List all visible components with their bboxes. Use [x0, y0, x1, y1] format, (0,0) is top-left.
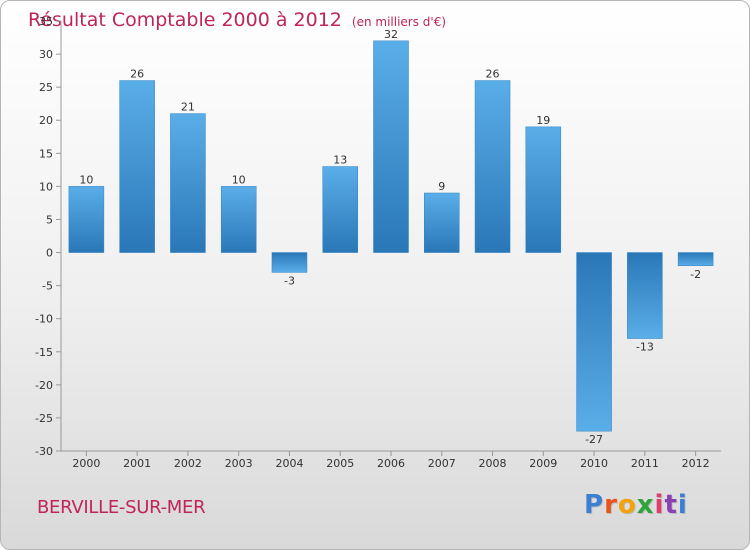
x-tick-label: 2006: [377, 457, 405, 470]
y-tick-label: 25: [39, 81, 53, 94]
value-label-2010: -27: [585, 433, 603, 446]
logo-letter: x: [636, 490, 655, 520]
y-tick-label: -20: [35, 379, 53, 392]
bar-2008: [474, 80, 511, 253]
value-label-2011: -13: [636, 341, 654, 354]
x-tick-label: 2000: [72, 457, 100, 470]
y-tick-label: -15: [35, 346, 53, 359]
x-tick-label: 2001: [123, 457, 151, 470]
chart-axes: 35 30 25 20 15 10 5 0 -5 -10 -15 -20 -25 -30 2000 2001 2…: [35, 15, 721, 470]
x-tick-label: 2011: [631, 457, 659, 470]
chart-value-labels: 10 26 21 10 -3 13 32 9 26 19 -27 -13 -2: [79, 28, 701, 446]
value-label-2012: -2: [690, 268, 701, 281]
commune-name: BERVILLE-SUR-MER: [37, 497, 206, 518]
logo-letter: P: [584, 490, 605, 520]
y-tick-label: -5: [42, 280, 53, 293]
x-tick-label: 2010: [580, 457, 608, 470]
logo-letter: t: [664, 490, 678, 520]
x-tick-label: 2009: [529, 457, 557, 470]
logo-letter: o: [617, 490, 637, 520]
y-tick-label: 35: [39, 15, 53, 28]
x-tick-label: 2008: [479, 457, 507, 470]
logo-letter: r: [604, 490, 618, 520]
bar-2001: [119, 80, 155, 253]
y-tick-label: -10: [35, 313, 53, 326]
y-tick-label: 30: [39, 48, 53, 61]
bar-2004: [271, 252, 308, 273]
value-label-2006: 32: [384, 28, 398, 41]
bar-2010: [576, 252, 612, 432]
y-tick-label: -25: [35, 412, 53, 425]
bar-2007: [424, 192, 460, 253]
x-tick-label: 2004: [275, 457, 303, 470]
proxiti-logo: Proxiti: [584, 490, 688, 520]
value-label-2005: 13: [333, 154, 347, 167]
logo-letter: i: [654, 490, 665, 520]
bar-2005: [322, 166, 358, 253]
bar-2009: [525, 126, 562, 253]
bar-2006: [373, 40, 409, 253]
chart-title: Résultat Comptable 2000 à 2012: [28, 9, 342, 31]
x-tick-label: 2012: [682, 457, 710, 470]
y-tick-label: 0: [46, 247, 53, 260]
y-tick-label: -30: [35, 445, 53, 458]
bar-2002: [170, 113, 206, 253]
value-label-2001: 26: [130, 68, 144, 81]
y-tick-label: 5: [46, 213, 53, 226]
logo-letter: i: [677, 490, 688, 520]
value-label-2003: 10: [232, 173, 246, 186]
value-label-2007: 9: [438, 180, 445, 193]
bar-2011: [627, 252, 663, 339]
value-label-2008: 26: [486, 68, 500, 81]
value-label-2004: -3: [284, 274, 295, 287]
x-tick-label: 2007: [428, 457, 456, 470]
bar-2000: [68, 186, 105, 253]
chart-subtitle: (en milliers d'€): [351, 15, 447, 29]
x-tick-label: 2002: [174, 457, 202, 470]
y-tick-label: 15: [39, 147, 53, 160]
x-tick-label: 2003: [225, 457, 253, 470]
bar-2012: [677, 252, 714, 267]
chart-bars: [68, 40, 714, 432]
x-tick-label: 2005: [326, 457, 354, 470]
bar-2003: [220, 186, 257, 253]
chart-title-row: Résultat Comptable 2000 à 2012 (en millie…: [28, 9, 446, 31]
value-label-2000: 10: [79, 173, 93, 186]
y-tick-label: 20: [39, 114, 53, 127]
value-label-2009: 19: [536, 114, 550, 127]
y-tick-label: 10: [39, 180, 53, 193]
value-label-2002: 21: [181, 101, 195, 114]
